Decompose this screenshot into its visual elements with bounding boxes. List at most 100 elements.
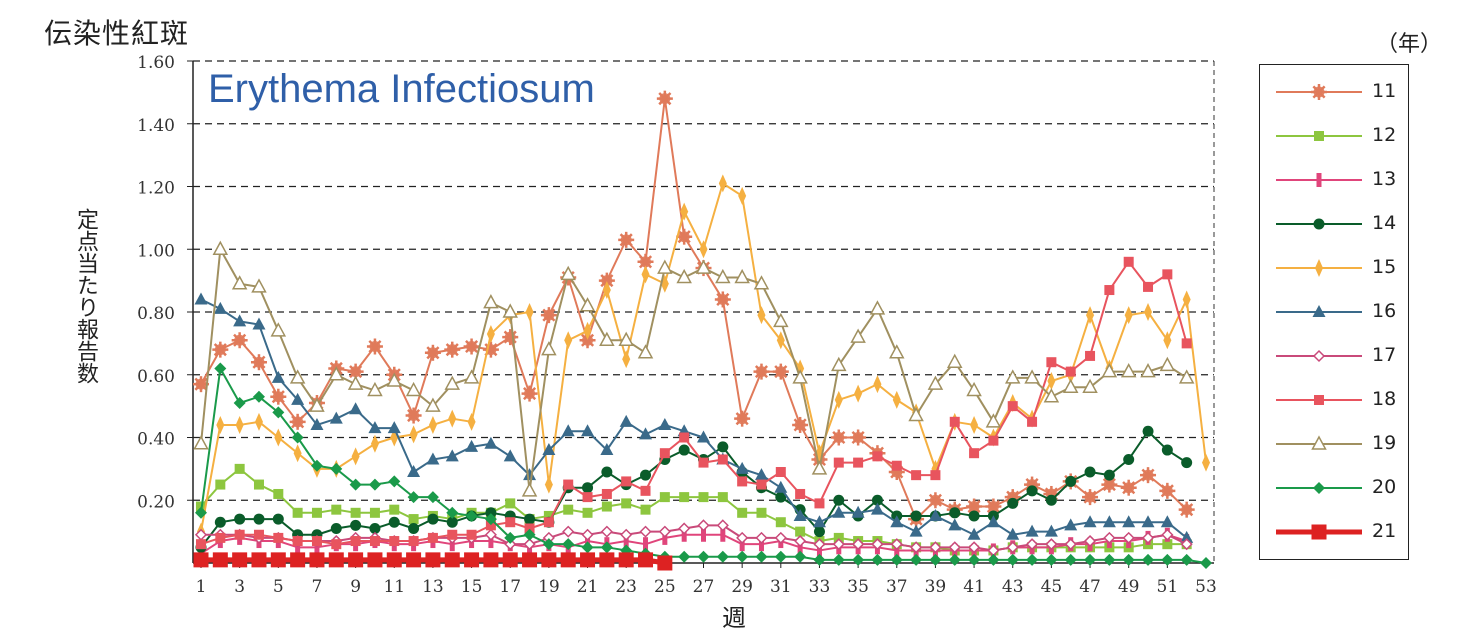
- data-point: [737, 476, 748, 487]
- data-point: [756, 479, 767, 490]
- data-point: [621, 476, 632, 487]
- data-point: [463, 369, 480, 384]
- data-point: [1122, 531, 1135, 544]
- legend-item-16: 16: [1260, 297, 1410, 327]
- data-point: [522, 552, 538, 568]
- page-title-japanese: 伝染性紅斑: [44, 17, 190, 50]
- data-point: [233, 396, 246, 409]
- data-point: [736, 531, 749, 544]
- data-point: [1142, 553, 1155, 566]
- x-axis-label: 週: [722, 604, 746, 632]
- data-point: [698, 457, 709, 468]
- data-point: [1062, 378, 1079, 394]
- data-point: [484, 528, 497, 541]
- y-tick-labels: 0.20 0.40 0.60 0.80 1.00 1.20 1.40 1.60: [137, 53, 175, 512]
- data-point: [193, 435, 209, 450]
- data-point: [505, 517, 516, 528]
- data-point: [833, 532, 844, 543]
- data-point: [252, 317, 266, 330]
- data-point: [348, 552, 364, 568]
- data-point: [541, 341, 557, 356]
- data-point: [659, 492, 670, 503]
- legend-label: 11: [1372, 80, 1397, 102]
- data-point: [504, 531, 517, 544]
- data-point: [966, 381, 982, 397]
- data-point: [834, 390, 843, 409]
- legend-label: 18: [1372, 388, 1397, 410]
- data-point: [465, 509, 478, 522]
- data-point: [1178, 501, 1195, 518]
- legend-swatch: [1276, 218, 1362, 230]
- data-point: [213, 301, 227, 314]
- legend-label: 21: [1372, 520, 1397, 542]
- data-point: [560, 552, 576, 568]
- data-point: [212, 552, 228, 568]
- data-point: [929, 553, 942, 566]
- data-point: [775, 517, 786, 528]
- data-point: [734, 410, 751, 427]
- legend-marker: [1311, 84, 1327, 100]
- data-point: [968, 553, 981, 566]
- data-point: [1103, 469, 1115, 481]
- data-point: [1046, 357, 1057, 368]
- data-point: [755, 550, 768, 563]
- data-point: [310, 459, 323, 472]
- data-point: [772, 363, 789, 380]
- data-point: [657, 555, 673, 571]
- series-line-14: [200, 430, 1188, 548]
- data-point: [620, 528, 633, 541]
- legend-swatch: [1276, 305, 1362, 317]
- legend-swatch: [1276, 84, 1362, 100]
- data-point: [910, 541, 923, 554]
- data-point: [349, 402, 363, 415]
- data-point: [521, 482, 538, 497]
- data-point: [407, 465, 421, 478]
- data-point: [562, 538, 575, 551]
- legend-label: 19: [1372, 432, 1397, 454]
- data-point: [774, 550, 787, 563]
- data-point: [564, 331, 573, 350]
- data-point: [1083, 534, 1097, 548]
- data-point: [505, 498, 516, 509]
- data-point: [1064, 538, 1077, 551]
- legend-item-21: 21: [1260, 517, 1410, 547]
- data-point: [1178, 369, 1195, 384]
- legend-marker: [1312, 349, 1326, 363]
- data-point: [387, 421, 401, 434]
- data-point: [908, 406, 924, 422]
- data-point: [869, 300, 886, 315]
- data-point: [1181, 457, 1193, 469]
- data-point: [716, 519, 729, 532]
- data-point: [658, 525, 671, 538]
- data-point: [329, 411, 343, 424]
- y-tick-label: 1.60: [137, 53, 175, 73]
- data-point: [774, 480, 788, 493]
- data-point: [350, 519, 362, 531]
- data-point: [1161, 553, 1174, 566]
- data-point: [309, 552, 325, 568]
- data-point: [388, 516, 400, 528]
- data-point: [930, 470, 941, 481]
- data-point: [812, 515, 826, 528]
- data-point: [386, 372, 403, 387]
- x-tick-label: 15: [461, 577, 483, 597]
- data-point: [1120, 363, 1137, 378]
- y-tick-label: 0.40: [137, 430, 175, 450]
- data-point: [1163, 331, 1172, 350]
- data-point: [1104, 285, 1115, 296]
- data-point: [448, 409, 457, 428]
- data-point: [405, 381, 422, 397]
- legend-label: 12: [1372, 124, 1397, 146]
- data-point: [618, 331, 634, 346]
- data-point: [968, 541, 981, 554]
- data-point: [1065, 475, 1077, 487]
- x-tick-labels: 1 3 5 7 9 11 13 15 17 19 21 23 25 27 29 31 33 35 37 39 41 43 4…: [196, 577, 1217, 597]
- x-tick-label: 1: [196, 577, 207, 597]
- data-point: [681, 527, 687, 542]
- x-tick-label: 35: [847, 577, 869, 597]
- legend-marker: [1313, 482, 1325, 494]
- data-point: [1140, 363, 1156, 378]
- data-point: [582, 507, 593, 518]
- data-point: [1162, 539, 1173, 550]
- data-point: [1102, 515, 1116, 528]
